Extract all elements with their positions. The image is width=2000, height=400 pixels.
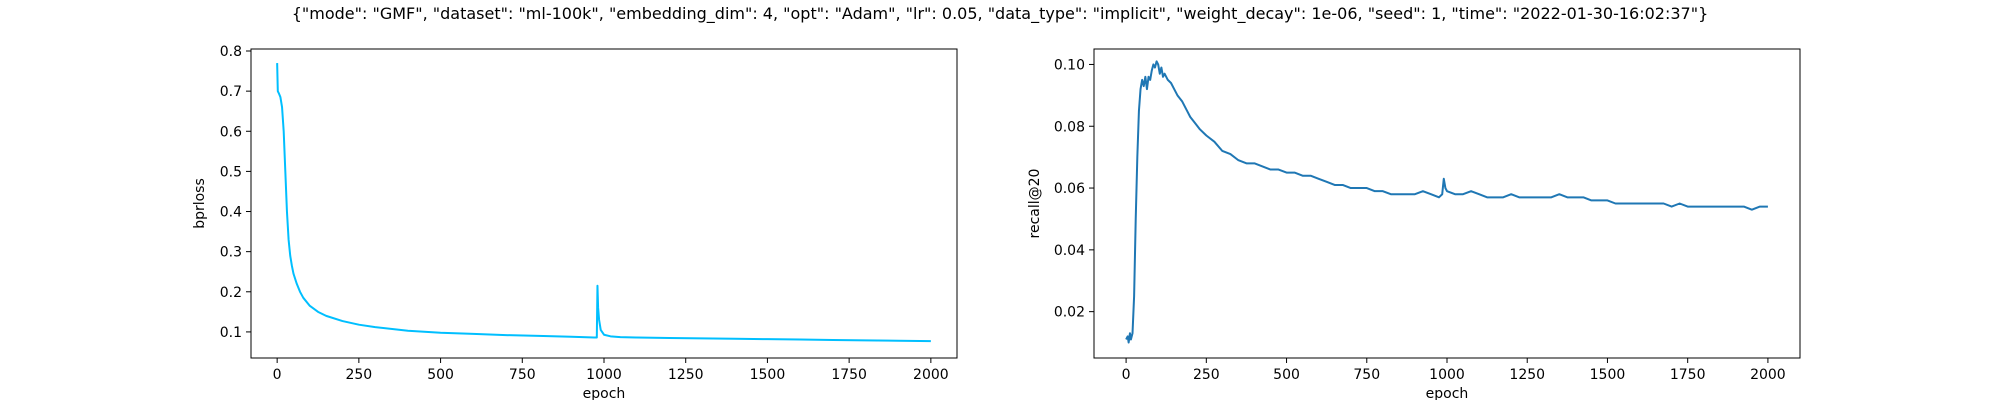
x-tick-label: 1250 xyxy=(668,367,704,383)
y-tick-label: 0.08 xyxy=(1054,119,1085,135)
y-tick-label: 0.4 xyxy=(220,205,242,221)
series-line xyxy=(1125,60,1768,344)
y-tick-label: 0.06 xyxy=(1054,181,1085,197)
y-tick-label: 0.04 xyxy=(1054,243,1085,259)
x-axis-label: epoch xyxy=(1426,386,1469,400)
x-tick-label: 1000 xyxy=(1429,367,1465,383)
x-tick-label: 250 xyxy=(345,367,372,383)
x-tick-label: 750 xyxy=(509,367,536,383)
plot-frame xyxy=(250,48,958,359)
x-tick-label: 1750 xyxy=(831,367,867,383)
x-tick-label: 1250 xyxy=(1509,367,1545,383)
y-tick-label: 0.5 xyxy=(220,164,242,180)
y-tick-label: 0.6 xyxy=(220,124,242,140)
y-tick-label: 0.7 xyxy=(220,84,242,100)
x-tick-label: 2000 xyxy=(913,367,949,383)
y-tick-label: 0.02 xyxy=(1054,305,1085,321)
chart-2: 0 250 500 750 1000 1250 1500 1750 2000 0.02 0.04 0.… xyxy=(1027,48,1801,400)
plot-frame xyxy=(1093,48,1801,359)
chart-1: 0 250 500 750 1000 1250 1500 1750 2000 0.1 0.2 0.3 0… xyxy=(192,44,958,400)
x-tick-label: 500 xyxy=(1273,367,1300,383)
x-tick-label: 0 xyxy=(1122,367,1131,383)
x-tick-label: 1750 xyxy=(1670,367,1706,383)
y-tick-label: 0.3 xyxy=(220,245,242,261)
series-line xyxy=(276,63,931,343)
x-tick-label: 0 xyxy=(273,367,282,383)
x-tick-label: 250 xyxy=(1193,367,1220,383)
y-tick-label: 0.10 xyxy=(1054,57,1085,73)
y-tick-label: 0.1 xyxy=(220,325,242,341)
x-tick-label: 2000 xyxy=(1750,367,1786,383)
x-tick-label: 500 xyxy=(427,367,454,383)
x-tick-label: 1000 xyxy=(586,367,622,383)
figure-suptitle: {"mode": "GMF", "dataset": "ml-100k", "e… xyxy=(291,4,1709,23)
x-tick-label: 1500 xyxy=(750,367,786,383)
y-axis-label: recall@20 xyxy=(1027,169,1043,239)
x-axis-label: epoch xyxy=(583,386,626,400)
x-tick-label: 750 xyxy=(1353,367,1380,383)
y-axis-label: bprloss xyxy=(192,178,208,229)
y-tick-label: 0.2 xyxy=(220,285,242,301)
x-tick-label: 1500 xyxy=(1590,367,1626,383)
y-tick-label: 0.8 xyxy=(220,44,242,60)
